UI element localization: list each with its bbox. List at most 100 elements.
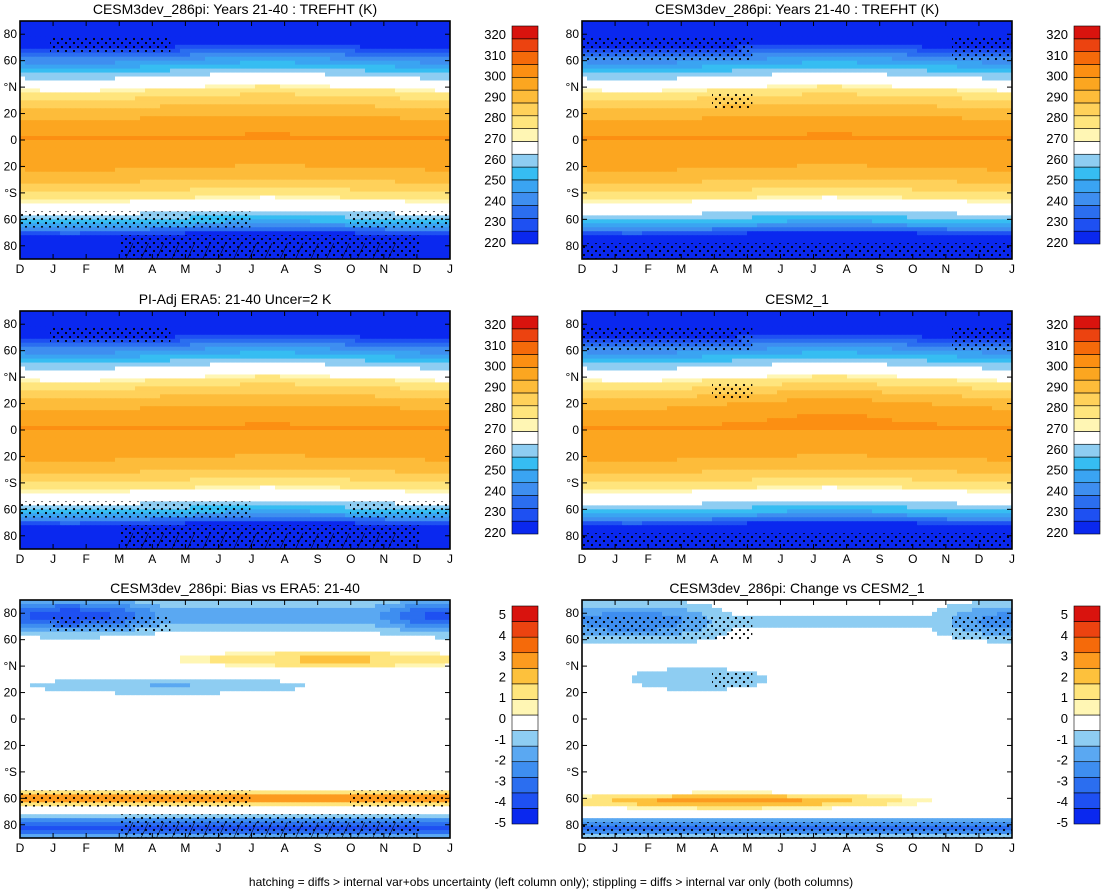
field-cell [260,69,266,73]
field-cell [185,29,191,33]
field-cell [40,53,46,57]
field-cell [350,37,356,41]
field-cell [315,57,321,61]
field-cell [340,37,346,41]
field-cell [340,77,346,81]
field-cell [420,25,426,29]
field-cell [150,61,156,65]
field-cell [160,57,166,61]
field-cell [435,25,441,29]
field-cell [410,57,416,61]
field-cell [80,77,86,81]
field-cell [100,73,106,77]
field-cell [50,73,56,77]
field-cell [260,25,266,29]
field-cell [180,65,186,69]
field-cell [265,41,271,45]
field-cell [105,73,111,77]
field-cell [260,45,266,49]
field-cell [355,77,361,81]
field-cell [420,29,426,33]
field-cell [285,65,291,69]
field-cell [365,25,371,29]
field-cell [85,81,91,85]
field-cell [365,37,371,41]
field-cell [30,77,36,81]
field-cell [125,29,131,33]
field-cell [35,33,41,37]
field-cell [390,53,396,57]
field-cell [260,53,266,57]
field-cell [55,61,61,65]
field-cell [205,25,211,29]
field-cell [240,77,246,81]
field-cell [360,69,366,73]
field-cell [40,29,46,33]
field-cell [225,73,231,77]
field-cell [300,61,306,65]
field-cell [395,45,401,49]
field-cell [270,53,276,57]
field-cell [25,77,31,81]
field-cell [285,73,291,77]
field-cell [350,73,356,77]
field-cell [105,77,111,81]
field-cell [275,61,281,65]
field-cell [400,73,406,77]
field-cell [340,29,346,33]
field-cell [25,45,31,49]
field-cell [380,73,386,77]
field-cell [155,65,161,69]
field-cell [440,37,446,41]
field-cell [385,57,391,61]
field-cell [225,33,231,37]
field-cell [325,77,331,81]
field-cell [400,61,406,65]
field-cell [25,37,31,41]
field-cell [90,65,96,69]
field-cell [195,73,201,77]
field-cell [220,33,226,37]
field-cell [130,25,136,29]
field-cell [225,69,231,73]
field-cell [345,57,351,61]
field-cell [310,45,316,49]
field-cell [340,57,346,61]
field-cell [75,81,81,85]
field-cell [210,57,216,61]
field-cell [335,49,341,53]
field-cell [415,29,421,33]
field-cell [315,37,321,41]
field-cell [390,57,396,61]
field-cell [165,65,171,69]
field-cell [180,57,186,61]
field-cell [195,53,201,57]
field-cell [210,29,216,33]
field-cell [150,65,156,69]
field-cell [20,45,26,49]
field-cell [320,25,326,29]
field-cell [120,53,126,57]
field-cell [305,53,311,57]
field-cell [230,45,236,49]
field-cell [430,37,436,41]
field-cell [20,41,26,45]
field-cell [355,49,361,53]
field-cell [370,65,376,69]
field-cell [210,37,216,41]
field-cell [55,73,61,77]
field-cell [170,61,176,65]
field-cell [385,29,391,33]
field-cell [320,57,326,61]
field-cell [195,25,201,29]
field-cell [345,37,351,41]
field-cell [300,57,306,61]
field-cell [265,53,271,57]
field-cell [175,45,181,49]
field-cell [360,77,366,81]
field-cell [40,49,46,53]
field-cell [200,29,206,33]
field-cell [25,57,31,61]
field-cell [295,49,301,53]
field-cell [190,61,196,65]
